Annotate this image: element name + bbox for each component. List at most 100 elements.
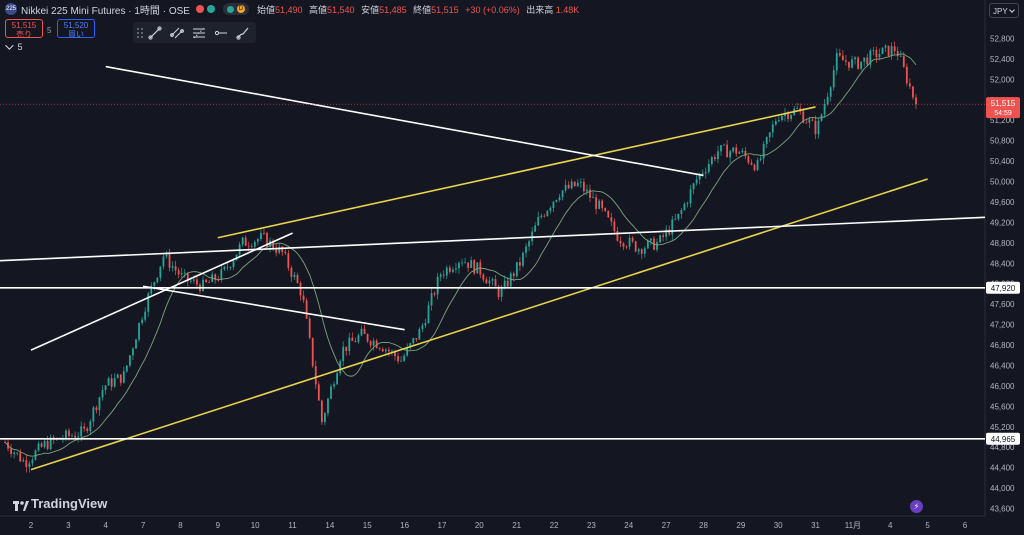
parallel-channel-tool-icon[interactable] [166, 24, 188, 42]
candle [458, 261, 460, 274]
candle [714, 154, 716, 162]
candle [729, 149, 732, 163]
svg-text:47,920: 47,920 [991, 284, 1016, 293]
data-status-pill[interactable]: D [222, 3, 249, 15]
candle [442, 270, 445, 279]
candle [387, 346, 390, 357]
buy-button[interactable]: 51,520 買い [57, 19, 95, 39]
white-trendline[interactable] [0, 216, 986, 262]
candle [570, 178, 573, 190]
candle [631, 235, 634, 243]
candle [720, 144, 722, 156]
candle [872, 46, 875, 56]
candle [525, 243, 527, 258]
last-price-tag [986, 97, 1020, 119]
candle [381, 347, 384, 352]
yellow-trendline[interactable] [217, 106, 816, 239]
candle [110, 374, 113, 391]
candle [311, 337, 314, 369]
candle [13, 451, 16, 459]
candle [704, 167, 707, 179]
candle [49, 434, 52, 451]
price-tick-label: 46,000 [990, 382, 1015, 391]
time-tick-label: 30 [774, 521, 783, 530]
candle [515, 262, 518, 278]
time-axis[interactable]: 2 3 4 7 8 9 10 11 14 15 16 17 20 21 22 23 24 27 28 29 30 31 11… [29, 521, 968, 530]
white-trendline[interactable] [142, 285, 405, 331]
symbol-title[interactable]: Nikkei 225 Mini Futures · 1時間 · OSE [21, 5, 190, 17]
yellow-trendline[interactable] [30, 178, 928, 471]
time-tick-label: 5 [925, 521, 930, 530]
candle [71, 433, 73, 438]
indicators-toggle[interactable]: 5 [5, 41, 23, 52]
candle [756, 157, 759, 172]
drawing-toolbar [133, 22, 256, 43]
tradingview-logo[interactable]: TradingView [13, 496, 107, 511]
price-tick-label: 48,800 [990, 239, 1015, 248]
candle [366, 333, 369, 344]
drag-handle-icon[interactable] [136, 26, 144, 39]
currency-selector[interactable]: JPY [989, 3, 1019, 18]
candle [814, 115, 817, 140]
candle [619, 236, 622, 248]
svg-text:44,965: 44,965 [991, 435, 1016, 444]
time-tick-label: 17 [438, 521, 447, 530]
candle [522, 251, 524, 268]
candle [16, 452, 19, 456]
candle [665, 225, 668, 241]
candle [250, 243, 253, 249]
candle [424, 318, 427, 328]
candle [451, 266, 454, 274]
candle [634, 240, 637, 253]
candle [165, 250, 168, 259]
candle [28, 460, 31, 473]
trendlines [0, 65, 986, 471]
horizontal-levels: 47,920 44,965 [0, 281, 1020, 445]
candle [132, 346, 134, 360]
white-trendline[interactable] [30, 232, 293, 351]
candle [750, 159, 753, 166]
candle [732, 146, 735, 154]
candle [589, 184, 591, 202]
candle [77, 432, 80, 443]
price-axis[interactable]: 43,600 44,000 44,400 44,800 45,200 45,600 46,0… [990, 35, 1015, 514]
candle [546, 209, 549, 217]
price-tick-label: 43,600 [990, 505, 1015, 514]
candle [582, 178, 585, 195]
candle [448, 265, 451, 274]
candle [692, 182, 695, 195]
lightning-icon[interactable]: ⚡ [910, 500, 923, 513]
price-tick-label: 44,000 [990, 484, 1015, 493]
candle [430, 288, 433, 311]
candle [223, 265, 226, 272]
candle [893, 41, 896, 56]
candle [674, 213, 677, 221]
candle [171, 261, 174, 272]
price-tick-label: 48,400 [990, 259, 1015, 268]
candle [640, 248, 643, 260]
candle [25, 454, 28, 473]
trend-line-tool-icon[interactable] [144, 24, 166, 42]
candle [884, 44, 887, 52]
candle [753, 163, 756, 172]
candle [415, 338, 418, 343]
brush-tool-icon[interactable] [232, 24, 254, 42]
candle [196, 274, 198, 289]
candle [717, 145, 719, 164]
sell-button[interactable]: 51,515 売り [5, 19, 43, 39]
candle [671, 215, 674, 240]
candle [625, 244, 628, 250]
candle [86, 426, 89, 434]
price-tick-label: 47,200 [990, 321, 1015, 330]
candle [829, 85, 832, 102]
horizontal-ray-tool-icon[interactable] [210, 24, 232, 42]
candle [576, 179, 579, 188]
white-trendline[interactable] [105, 65, 704, 177]
candle [887, 45, 890, 57]
candle [357, 333, 360, 344]
candle [439, 272, 442, 282]
candle [95, 405, 98, 414]
fib-retracement-tool-icon[interactable] [188, 24, 210, 42]
candle [680, 208, 683, 219]
